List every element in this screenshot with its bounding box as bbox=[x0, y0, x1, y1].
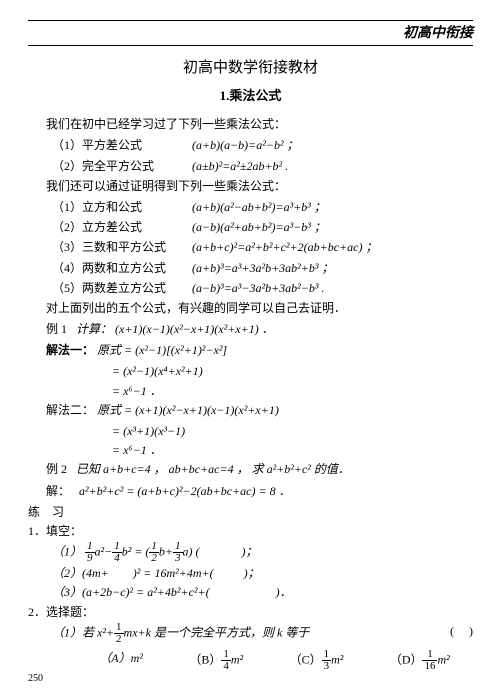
choice-pre: （1）若 x²+ bbox=[52, 625, 114, 639]
formula-group-1: （1）平方差公式(a+b)(a−b)=a²−b² ； （2）完全平方公式(a±b… bbox=[52, 136, 473, 175]
formula-label: （1）平方差公式 bbox=[52, 136, 192, 155]
fill-blank: ( )； bbox=[196, 544, 258, 558]
page-number: 250 bbox=[28, 671, 43, 687]
formula-row: （5）两数差立方公式(a−b)³=a³−3a²b+3ab²−b³ . bbox=[52, 279, 473, 298]
ex-label: 例 2 bbox=[46, 462, 67, 476]
sol-line: = x⁶−1 ． bbox=[112, 382, 473, 401]
sol-line: = x⁶−1 ． bbox=[112, 441, 473, 460]
example-2-sol: 解： a²+b²+c² = (a+b+c)²−2(ab+bc+ac) = 8 ． bbox=[28, 482, 473, 501]
formula-label: （5）两数差立方公式 bbox=[52, 279, 192, 298]
sol-line: 原式 = (x²−1)[(x²+1)²−x²] bbox=[97, 343, 227, 357]
ex-text: 已知 a+b+c=4 ， ab+bc+ac=4 ， 求 a²+b²+c² 的值． bbox=[76, 462, 350, 476]
practice-heading: 练 习 bbox=[28, 503, 473, 522]
formula-row: （2）完全平方公式(a±b)²=a²±2ab+b² . bbox=[52, 157, 473, 176]
chapter-title: 初高中衔接 bbox=[28, 23, 473, 45]
fill-pre: （1） bbox=[52, 544, 82, 558]
formula-row: （1）立方和公式(a+b)(a²−ab+b²)=a³+b³ ； bbox=[52, 198, 473, 217]
formula-expr: (a±b)²=a²±2ab+b² . bbox=[192, 157, 473, 176]
fraction: 19 bbox=[85, 541, 95, 564]
sol-line: = (x²−1)(x⁴+x²+1) bbox=[112, 362, 473, 381]
fill-2: （2）(4m+ )² = 16m²+4m+( )； bbox=[52, 564, 473, 583]
formula-expr: (a+b)(a²−ab+b²)=a³+b³ ； bbox=[192, 198, 473, 217]
formula-row: （1）平方差公式(a+b)(a−b)=a²−b² ； bbox=[52, 136, 473, 155]
example-2: 例 2 已知 a+b+c=4 ， ab+bc+ac=4 ， 求 a²+b²+c²… bbox=[28, 460, 473, 479]
fraction: 13 bbox=[173, 541, 183, 564]
formula-expr: (a−b)(a²+ab+b²)=a³−b³ ； bbox=[192, 218, 473, 237]
sol-text: a²+b²+c² = (a+b+c)²−2(ab+bc+ac) = 8 ． bbox=[79, 484, 291, 498]
option-d: （D）116m² bbox=[390, 649, 450, 672]
fill-1: （1） 19a²−14b² = (12b+13a) ( )； bbox=[52, 541, 473, 564]
fraction: 13 bbox=[322, 649, 332, 672]
solution-2: 解法二： 原式 = (x+1)(x²−x+1)(x−1)(x²+x+1) bbox=[28, 401, 473, 420]
sol-label: 解： bbox=[46, 484, 70, 498]
option-c: （C）13m² bbox=[290, 649, 344, 672]
section-title: 1.乘法公式 bbox=[28, 86, 473, 107]
option-b: （B）14m² bbox=[189, 649, 243, 672]
example-1: 例 1 计算： (x+1)(x−1)(x²−x+1)(x²+x+1) ． bbox=[28, 320, 473, 339]
ex-text: 计算： (x+1)(x−1)(x²−x+1)(x²+x+1) ． bbox=[76, 322, 274, 336]
formula-expr: (a+b)³=a³+3a²b+3ab²+b³ ； bbox=[192, 259, 473, 278]
fraction: 14 bbox=[221, 649, 231, 672]
formula-label: （2）立方差公式 bbox=[52, 218, 192, 237]
formula-label: （3）三数和平方公式 bbox=[52, 238, 192, 257]
note: 对上面列出的五个公式，有兴趣的同学可以自己去证明． bbox=[28, 299, 473, 318]
sol-line: = (x³+1)(x³−1) bbox=[112, 422, 473, 441]
intro-1: 我们在初中已经学习过了下列一些乘法公式： bbox=[28, 115, 473, 134]
formula-row: （3）三数和平方公式(a+b+c)²=a²+b²+c²+2(ab+bc+ac) … bbox=[52, 238, 473, 257]
sol-label: 解法一： bbox=[46, 343, 94, 357]
fraction: 116 bbox=[422, 649, 437, 672]
option-a: （A）m² bbox=[99, 649, 143, 672]
formula-label: （2）完全平方公式 bbox=[52, 157, 192, 176]
formula-row: （2）立方差公式(a−b)(a²+ab+b²)=a³−b³ ； bbox=[52, 218, 473, 237]
sol-label: 解法二： bbox=[46, 403, 94, 417]
formula-expr: (a+b+c)²=a²+b²+c²+2(ab+bc+ac) ； bbox=[192, 238, 473, 257]
choice-heading: 2．选择题： bbox=[28, 603, 473, 622]
formula-row: （4）两数和立方公式(a+b)³=a³+3a²b+3ab²+b³ ； bbox=[52, 259, 473, 278]
choice-1: （1）若 x²+12mx+k 是一个完全平方式，则 k 等于 ( ) bbox=[52, 622, 473, 645]
fraction: 12 bbox=[149, 541, 159, 564]
fraction: 14 bbox=[112, 541, 122, 564]
formula-expr: (a−b)³=a³−3a²b+3ab²−b³ . bbox=[192, 279, 473, 298]
header-rule-top bbox=[28, 20, 473, 21]
formula-group-2: （1）立方和公式(a+b)(a²−ab+b²)=a³+b³ ； （2）立方差公式… bbox=[52, 198, 473, 298]
formula-expr: (a+b)(a−b)=a²−b² ； bbox=[192, 136, 473, 155]
header-rule-bottom bbox=[28, 45, 473, 46]
fill-3: （3）(a+2b−c)² = a²+4b²+c²+( )． bbox=[52, 583, 473, 602]
ex-label: 例 1 bbox=[46, 322, 67, 336]
formula-label: （1）立方和公式 bbox=[52, 198, 192, 217]
intro-2: 我们还可以通过证明得到下列一些乘法公式： bbox=[28, 177, 473, 196]
formula-label: （4）两数和立方公式 bbox=[52, 259, 192, 278]
solution-1: 解法一： 原式 = (x²−1)[(x²+1)²−x²] bbox=[28, 341, 473, 360]
fraction: 12 bbox=[114, 622, 124, 645]
choice-paren: ( ) bbox=[450, 622, 473, 641]
sol-line: 原式 = (x+1)(x²−x+1)(x−1)(x²+x+1) bbox=[97, 403, 279, 417]
choice-post: mx+k 是一个完全平方式，则 k 等于 bbox=[124, 625, 310, 639]
options-row: （A）m² （B）14m² （C）13m² （D）116m² bbox=[76, 649, 473, 672]
page-subtitle: 初高中数学衔接教材 bbox=[28, 56, 473, 80]
fill-heading: 1．填空： bbox=[28, 522, 473, 541]
